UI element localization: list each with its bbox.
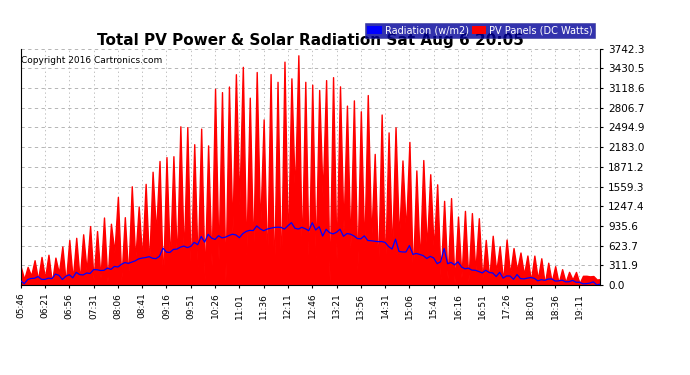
- Legend: Radiation (w/m2), PV Panels (DC Watts): Radiation (w/m2), PV Panels (DC Watts): [365, 23, 595, 38]
- Title: Total PV Power & Solar Radiation Sat Aug 6 20:05: Total PV Power & Solar Radiation Sat Aug…: [97, 33, 524, 48]
- Text: Copyright 2016 Cartronics.com: Copyright 2016 Cartronics.com: [21, 56, 163, 65]
